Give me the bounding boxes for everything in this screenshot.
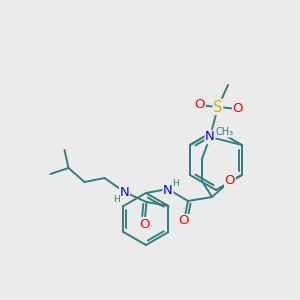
Text: N: N (120, 185, 129, 199)
Text: CH₃: CH₃ (215, 127, 233, 137)
Text: O: O (179, 214, 189, 227)
Text: S: S (213, 100, 223, 115)
Text: N: N (163, 184, 173, 197)
Text: O: O (139, 218, 150, 230)
Text: H: H (172, 178, 179, 188)
Text: O: O (233, 103, 243, 116)
Text: O: O (195, 98, 205, 112)
Text: N: N (205, 130, 215, 143)
Text: O: O (225, 175, 235, 188)
Text: H: H (113, 196, 120, 205)
